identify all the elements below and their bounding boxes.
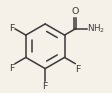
Text: F: F [9, 24, 14, 33]
Text: NH$_2$: NH$_2$ [87, 23, 106, 35]
Text: F: F [9, 64, 14, 73]
Text: F: F [42, 82, 48, 91]
Text: F: F [76, 65, 81, 74]
Text: O: O [71, 7, 79, 16]
